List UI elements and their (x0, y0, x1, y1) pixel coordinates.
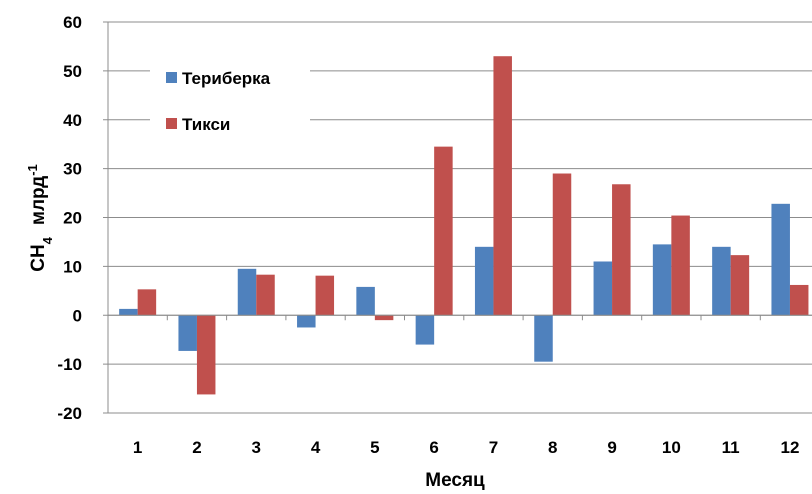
y-tick-label: 50 (63, 62, 82, 81)
x-tick-label: 8 (548, 438, 557, 457)
x-tick-label: 9 (607, 438, 616, 457)
bar-tiksi (671, 215, 690, 316)
x-axis-title: Месяц (425, 470, 485, 491)
bar-teriberka (356, 286, 375, 316)
x-tick-label: 2 (192, 438, 201, 457)
bar-tiksi (374, 315, 394, 321)
x-tick-label: 6 (429, 438, 438, 457)
y-tick-label: 20 (63, 209, 82, 228)
bar-tiksi (196, 315, 216, 395)
bar-teriberka (119, 308, 138, 316)
bar-tiksi (434, 146, 453, 316)
bar-tiksi (137, 289, 157, 316)
bar-teriberka (652, 244, 672, 316)
y-axis-title-unit: млрд (28, 176, 49, 225)
bar-teriberka (415, 315, 435, 345)
x-tick-label: 1 (133, 438, 142, 457)
y-axis-title-subscript: 4 (40, 236, 55, 244)
legend-label-tiksi: Тикси (182, 115, 230, 134)
bar-tiksi (552, 173, 572, 316)
bar-tiksi (493, 56, 512, 316)
legend-label-teriberka: Териберка (182, 69, 271, 88)
x-tick-label: 3 (252, 438, 261, 457)
bar-teriberka (771, 203, 790, 316)
bars (119, 56, 809, 395)
bar-teriberka (712, 246, 731, 316)
bar-teriberka (474, 246, 494, 316)
legend-swatch-tiksi (166, 118, 177, 129)
y-tick-label: -10 (57, 355, 82, 374)
x-tick-label: 7 (489, 438, 498, 457)
bar-teriberka (237, 268, 257, 316)
y-tick-label: 40 (63, 111, 82, 130)
x-tick-label: 12 (780, 438, 799, 457)
bar-teriberka (297, 315, 316, 328)
y-tick-label: 60 (63, 13, 82, 32)
bar-tiksi (315, 275, 335, 316)
y-tick-label: 0 (73, 306, 82, 325)
x-tick-label: 11 (722, 438, 740, 457)
bar-tiksi (612, 184, 631, 316)
x-tick-labels: 1 2 3 4 5 6 7 8 9 10 11 12 (133, 438, 799, 457)
axes (103, 21, 812, 414)
bar-tiksi (789, 284, 809, 316)
bar-teriberka (593, 261, 613, 316)
y-tick-label: 30 (63, 160, 82, 179)
y-tick-labels: -20 -10 0 10 20 30 40 50 60 (57, 13, 82, 423)
legend: Териберка Тикси (150, 60, 310, 135)
bar-teriberka (534, 315, 553, 362)
bar-teriberka (178, 315, 197, 351)
x-tick-label: 4 (311, 438, 321, 457)
y-tick-label: 10 (63, 257, 82, 276)
bar-tiksi (730, 255, 750, 316)
x-tick-label: 10 (662, 438, 681, 457)
legend-swatch-teriberka (166, 72, 177, 83)
x-tick-label: 5 (370, 438, 379, 457)
y-axis-title-superscript: -1 (25, 164, 40, 176)
y-axis-title-base: CH (28, 244, 49, 271)
y-axis-title: CH4 млрд-1 (25, 164, 55, 272)
y-tick-label: -20 (57, 404, 82, 423)
bar-tiksi (256, 274, 275, 316)
